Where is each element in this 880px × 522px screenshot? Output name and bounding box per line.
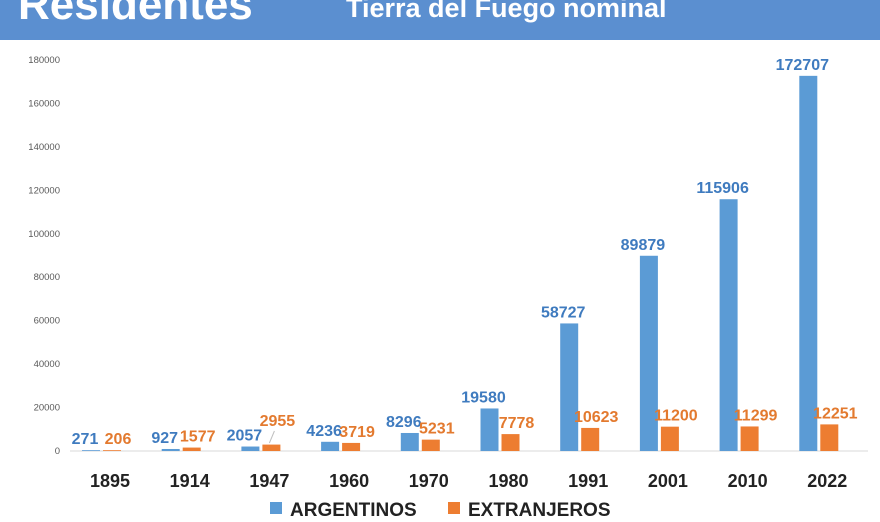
x-tick-label: 1960: [329, 471, 369, 491]
data-label: 1577: [180, 429, 216, 446]
data-label: 89879: [621, 237, 666, 254]
x-tick-label: 1947: [249, 471, 289, 491]
data-label: 2955: [260, 413, 296, 430]
data-label: 115906: [696, 180, 749, 197]
chart-title: Tierra del Fuego nominal: [346, 0, 667, 23]
bar-argentinos: [400, 432, 419, 451]
bar-extranjeros: [262, 444, 281, 451]
bar-extranjeros: [660, 426, 679, 451]
data-label: 4236: [306, 423, 342, 440]
bar-chart: 0 20000 40000 60000 80000 100000 120000 140000 1…: [28, 55, 868, 491]
bar-extranjeros: [421, 439, 440, 451]
header-left-text: Residentes: [18, 0, 253, 29]
data-label: 11299: [734, 407, 778, 424]
legend: ARGENTINOS EXTRANJEROS: [270, 500, 637, 522]
bar-extranjeros: [501, 434, 520, 451]
data-label: 7778: [499, 415, 535, 432]
bar-argentinos: [161, 448, 180, 451]
bar-argentinos: [799, 75, 818, 452]
legend-item-extranjeros: EXTRANJEROS: [447, 500, 611, 522]
data-label: 3719: [339, 424, 375, 441]
bar-extranjeros: [740, 426, 759, 451]
y-tick-label: 60000: [34, 316, 60, 327]
data-label: 12251: [813, 405, 858, 422]
legend-item-argentinos: ARGENTINOS: [270, 500, 417, 522]
data-label: 8296: [386, 414, 422, 431]
bar-extranjeros: [342, 442, 361, 451]
legend-label-argentinos: ARGENTINOS: [290, 500, 417, 521]
x-tick-label: 2001: [648, 471, 688, 491]
bar-argentinos: [82, 450, 100, 451]
data-label: 271: [72, 431, 99, 448]
y-tick-label: 120000: [28, 185, 60, 196]
bar-extranjeros: [820, 424, 839, 451]
label-leader-line: [268, 430, 275, 444]
x-tick-label: 1914: [170, 471, 210, 491]
x-tick-label: 1991: [568, 471, 608, 491]
y-tick-label: 0: [55, 446, 60, 457]
data-label: 2057: [227, 428, 263, 445]
legend-swatch-argentinos: [270, 502, 282, 514]
bar-extranjeros: [182, 447, 201, 451]
y-tick-label: 80000: [34, 272, 60, 283]
x-tick-label: 2010: [728, 471, 768, 491]
bar-argentinos: [719, 199, 738, 451]
x-tick-label: 2022: [807, 471, 847, 491]
data-label: 19580: [461, 389, 506, 406]
data-label: 11200: [654, 408, 698, 425]
y-tick-label: 180000: [28, 55, 60, 66]
data-label: 172707: [776, 57, 829, 74]
data-label: 206: [105, 431, 132, 448]
y-tick-label: 20000: [34, 403, 60, 414]
y-tick-label: 160000: [28, 98, 60, 109]
bar-argentinos: [480, 408, 499, 451]
data-label: 927: [151, 430, 178, 447]
data-label: 10623: [574, 409, 619, 426]
x-tick-label: 1970: [409, 471, 449, 491]
header-banner: Residentes Tierra del Fuego nominal: [0, 0, 880, 40]
x-tick-label: 1980: [488, 471, 528, 491]
bar-argentinos: [241, 446, 260, 451]
y-tick-label: 40000: [34, 359, 60, 370]
legend-swatch-extranjeros: [447, 502, 460, 514]
bar-extranjeros: [103, 450, 121, 451]
x-tick-label: 1895: [90, 471, 130, 491]
bar-argentinos: [639, 255, 658, 451]
y-tick-label: 140000: [28, 142, 60, 153]
bar-extranjeros: [581, 427, 600, 451]
bar-argentinos: [321, 441, 340, 451]
data-label: 58727: [541, 304, 586, 321]
bar-argentinos: [560, 323, 579, 451]
legend-label-extranjeros: EXTRANJEROS: [467, 500, 611, 521]
y-tick-label: 100000: [28, 229, 60, 240]
data-label: 5231: [419, 421, 455, 438]
